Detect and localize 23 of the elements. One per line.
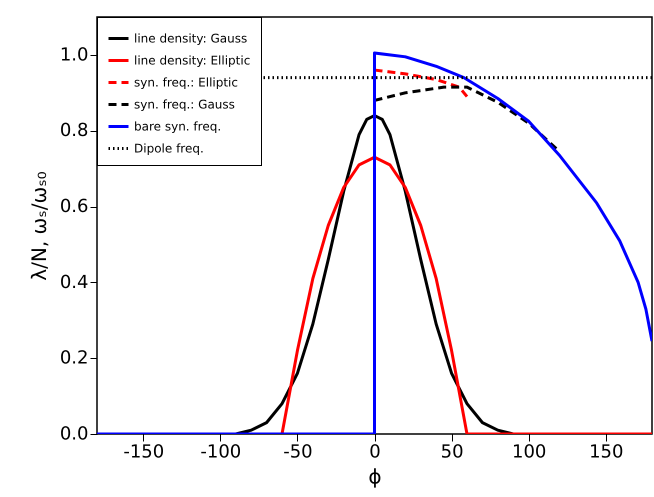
legend-label: line density: Elliptic	[134, 54, 250, 68]
y-tick-label: 0.6	[60, 196, 88, 218]
x-tick-label: 100	[512, 442, 546, 462]
x-tick-label: -100	[200, 442, 242, 462]
y-tick-label: 0.4	[60, 272, 88, 293]
line-series	[373, 68, 468, 98]
x-tick-label: -50	[283, 442, 313, 462]
legend-label: line density: Gauss	[134, 32, 248, 46]
legend-label: syn. freq.: Elliptic	[134, 76, 238, 90]
x-tick-label: 150	[589, 442, 624, 462]
x-tick-label: 50	[440, 442, 464, 462]
y-tick-label: 0.2	[60, 348, 88, 369]
y-tick-label: 0.8	[60, 120, 88, 142]
legend-label: Dipole freq.	[134, 142, 204, 156]
y-axis-title: λ/N, ωₛ/ωₛ₀	[26, 171, 51, 281]
y-tick-label: 0.0	[60, 424, 88, 444]
x-tick-label: -150	[123, 442, 164, 462]
x-axis-title: ϕ	[368, 464, 382, 488]
line-series	[97, 52, 652, 434]
legend-label: syn. freq.: Gauss	[134, 98, 235, 112]
legend-label: bare syn. freq.	[134, 120, 222, 134]
x-tick-label: 0	[369, 442, 381, 462]
y-tick-label: 1.0	[60, 44, 88, 66]
